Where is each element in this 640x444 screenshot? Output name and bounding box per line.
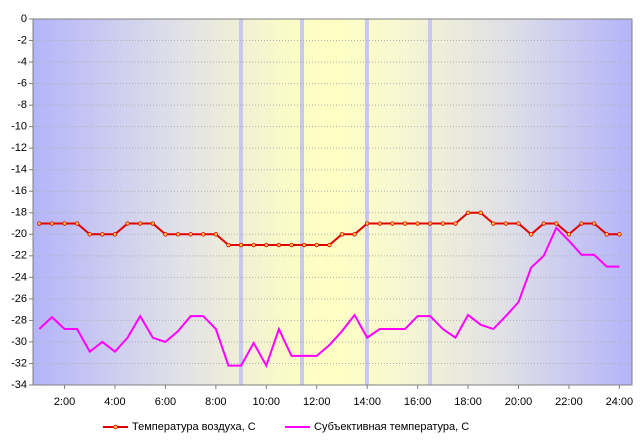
plot-border <box>32 18 633 386</box>
point <box>289 242 294 248</box>
point <box>377 221 382 226</box>
y-tick-label: -12 <box>11 142 27 154</box>
series-line <box>38 226 620 369</box>
point <box>74 221 80 226</box>
point <box>163 232 168 237</box>
point <box>264 242 269 248</box>
point <box>364 221 370 226</box>
point <box>100 232 105 237</box>
y-tick-label: -22 <box>11 250 27 262</box>
y-tick-label: -6 <box>17 77 27 89</box>
point <box>566 232 572 237</box>
point <box>276 242 282 248</box>
point <box>440 221 446 226</box>
point <box>415 221 420 226</box>
legend-label: Субъективная температура, С <box>314 421 469 433</box>
point <box>579 221 584 226</box>
point <box>591 221 597 226</box>
y-tick-label: -26 <box>11 293 27 305</box>
point <box>226 242 231 248</box>
point <box>238 242 244 248</box>
y-tick-label: -10 <box>11 121 27 133</box>
y-tick-label: -18 <box>11 207 27 219</box>
point <box>339 232 345 237</box>
point <box>327 242 332 248</box>
point <box>314 242 319 248</box>
y-tick-label: -28 <box>11 314 27 326</box>
x-tick-label: 2:00 <box>54 396 75 408</box>
x-tick-label: 4:00 <box>104 396 125 408</box>
point <box>112 232 118 237</box>
plot-background <box>33 19 632 385</box>
point <box>465 210 471 215</box>
y-tick-label: -4 <box>17 56 27 68</box>
point <box>503 221 509 226</box>
y-tick-label: -8 <box>17 99 27 111</box>
x-tick-label: 22:00 <box>555 396 583 408</box>
point <box>251 242 256 248</box>
x-tick-label: 18:00 <box>454 396 482 408</box>
legend-marker <box>113 424 118 430</box>
x-tick-label: 16:00 <box>404 396 432 408</box>
point <box>428 221 433 226</box>
y-tick-label: -24 <box>11 271 27 283</box>
x-tick-label: 20:00 <box>505 396 533 408</box>
period-lines <box>239 19 432 385</box>
point <box>137 221 143 226</box>
point <box>49 221 55 226</box>
x-tick-label: 14:00 <box>353 396 381 408</box>
y-tick-label: 0 <box>21 13 27 25</box>
x-tick-label: 12:00 <box>303 396 331 408</box>
y-tick-label: -20 <box>11 228 27 240</box>
point <box>617 232 622 237</box>
point <box>541 221 546 226</box>
y-tick-label: -34 <box>11 379 27 391</box>
point <box>188 232 193 237</box>
point <box>87 232 92 237</box>
point <box>62 221 67 226</box>
y-tick-label: -2 <box>17 34 27 46</box>
y-tick-label: -16 <box>11 185 27 197</box>
point <box>175 232 181 237</box>
x-tick-label: 8:00 <box>205 396 226 408</box>
point <box>516 221 521 226</box>
x-tick-label: 6:00 <box>155 396 176 408</box>
x-tick-label: 24:00 <box>606 396 634 408</box>
point <box>213 232 219 237</box>
point <box>301 242 307 248</box>
point <box>125 221 130 226</box>
point <box>604 232 609 237</box>
legend-label: Температура воздуха, С <box>132 421 256 433</box>
point <box>150 221 155 226</box>
y-tick-label: -14 <box>11 164 27 176</box>
point <box>478 210 483 215</box>
y-tick-label: -30 <box>11 336 27 348</box>
point <box>390 221 395 226</box>
point <box>453 221 458 226</box>
point <box>528 232 534 237</box>
x-tick-label: 10:00 <box>253 396 281 408</box>
point <box>402 221 408 226</box>
point <box>37 221 42 226</box>
point <box>554 221 559 226</box>
point <box>201 232 206 237</box>
y-tick-label: -32 <box>11 357 27 369</box>
point <box>491 221 496 226</box>
point <box>352 232 357 237</box>
